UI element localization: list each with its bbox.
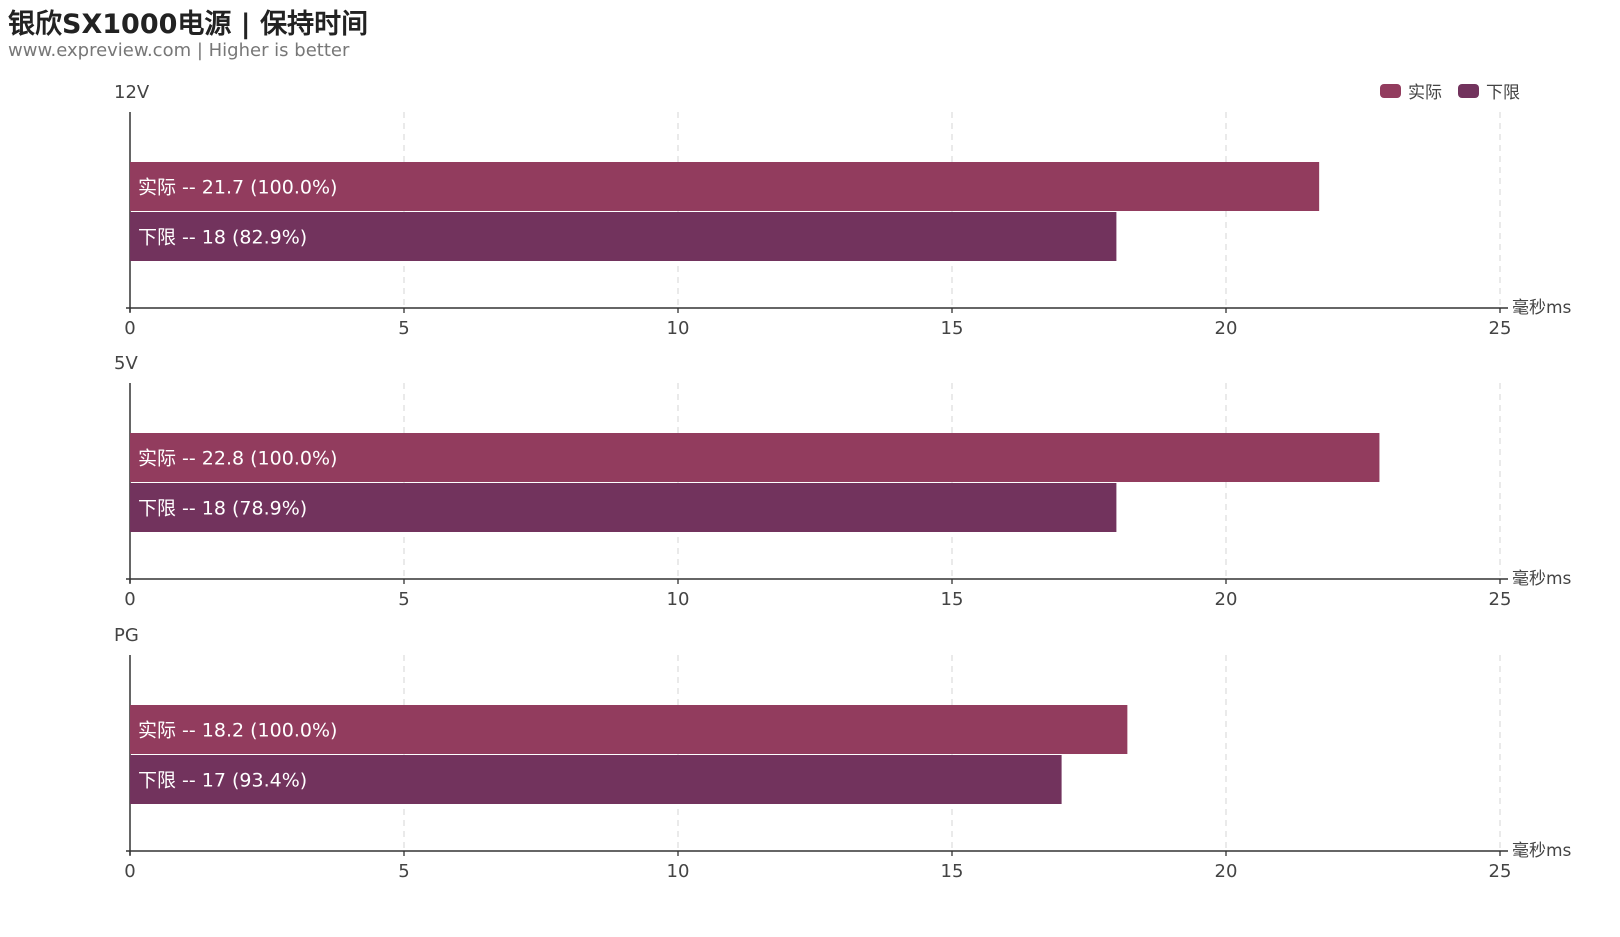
legend-item-actual[interactable]: 实际: [1380, 78, 1442, 103]
legend-swatch-actual: [1380, 83, 1401, 98]
x-tick-label: 10: [667, 589, 690, 610]
x-tick-label: 15: [941, 318, 964, 339]
legend-swatch-lower: [1458, 83, 1479, 98]
chart-title: 银欣SX1000电源 | 保持时间: [8, 9, 369, 40]
x-tick-label: 20: [1215, 861, 1238, 882]
bar-lower: [130, 212, 1117, 261]
x-tick-label: 5: [398, 589, 409, 610]
x-tick-label: 25: [1489, 861, 1512, 882]
x-axis-unit-label: 毫秒ms: [1512, 841, 1572, 861]
x-tick-label: 5: [398, 318, 409, 339]
panel-label: PG: [114, 625, 139, 646]
bar-data-label: 下限 -- 18 (78.9%): [138, 498, 307, 520]
bar-lower: [130, 483, 1117, 532]
legend: 实际 下限: [1380, 78, 1520, 103]
x-tick-label: 20: [1215, 318, 1238, 339]
bar-actual: [130, 433, 1380, 482]
x-tick-label: 0: [124, 589, 135, 610]
bar-data-label: 实际 -- 22.8 (100.0%): [138, 448, 337, 470]
legend-label-lower: 下限: [1486, 83, 1520, 103]
x-axis-unit-label: 毫秒ms: [1512, 569, 1572, 589]
x-axis-unit-label: 毫秒ms: [1512, 298, 1572, 318]
bar-data-label: 实际 -- 21.7 (100.0%): [138, 177, 337, 199]
x-tick-label: 5: [398, 861, 409, 882]
x-tick-label: 10: [667, 318, 690, 339]
panel-label: 5V: [114, 353, 138, 374]
bar-data-label: 下限 -- 17 (93.4%): [138, 770, 307, 792]
x-tick-label: 15: [941, 589, 964, 610]
chart-subtitle: www.expreview.com | Higher is better: [8, 40, 350, 61]
legend-item-lower[interactable]: 下限: [1458, 78, 1520, 103]
x-tick-label: 0: [124, 318, 135, 339]
panel-label: 12V: [114, 82, 150, 103]
x-tick-label: 25: [1489, 589, 1512, 610]
bar-actual: [130, 162, 1320, 211]
x-tick-label: 20: [1215, 589, 1238, 610]
bar-actual: [130, 705, 1128, 754]
x-tick-label: 15: [941, 861, 964, 882]
x-tick-label: 10: [667, 861, 690, 882]
bar-data-label: 下限 -- 18 (82.9%): [138, 227, 307, 249]
x-tick-label: 25: [1489, 318, 1512, 339]
bar-data-label: 实际 -- 18.2 (100.0%): [138, 720, 337, 742]
x-tick-label: 0: [124, 861, 135, 882]
bar-lower: [130, 755, 1062, 804]
legend-label-actual: 实际: [1408, 83, 1442, 103]
